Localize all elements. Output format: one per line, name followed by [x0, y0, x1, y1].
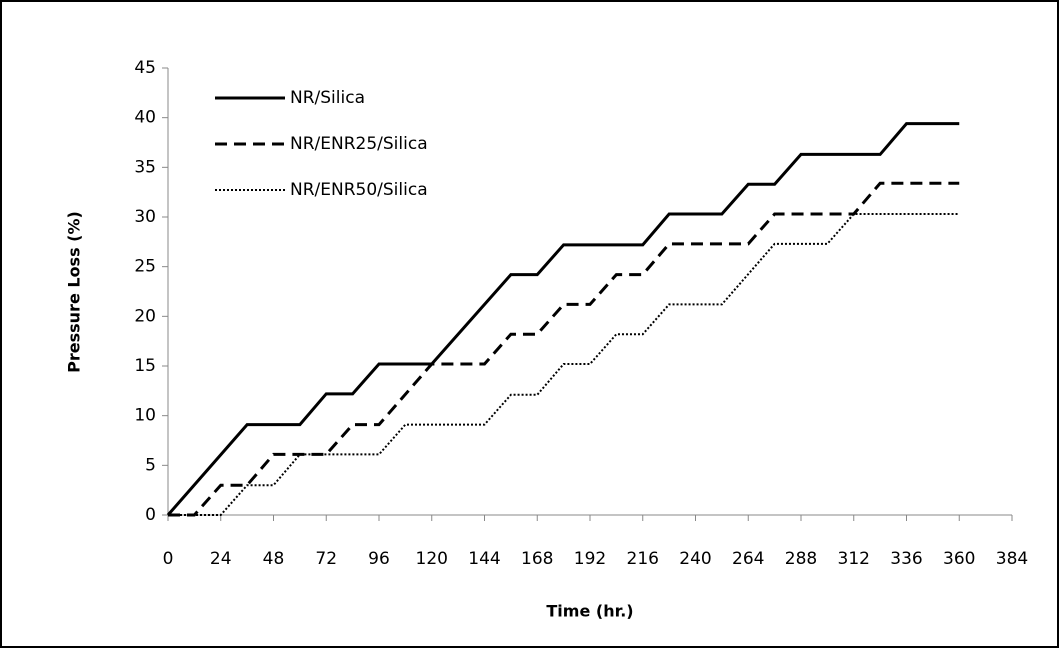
x-tick-label: 144	[468, 549, 500, 569]
legend-label: NR/ENR50/Silica	[290, 180, 428, 200]
x-tick-label: 48	[263, 549, 285, 569]
x-tick-label: 168	[521, 549, 553, 569]
x-tick-label: 0	[163, 549, 174, 569]
x-tick-label: 360	[943, 549, 975, 569]
y-tick-label: 5	[145, 455, 156, 475]
y-tick-label: 0	[145, 505, 156, 525]
x-tick-label: 312	[838, 549, 870, 569]
series-line	[168, 181, 960, 517]
x-tick-label: 264	[732, 549, 764, 569]
y-tick-label: 30	[134, 207, 156, 227]
x-tick-label: 240	[679, 549, 711, 569]
legend-label: NR/ENR25/Silica	[290, 134, 428, 154]
x-tick-label: 288	[785, 549, 817, 569]
y-tick-label: 15	[134, 356, 156, 376]
x-tick-label: 120	[416, 549, 448, 569]
y-tick-label: 40	[134, 108, 156, 128]
x-tick-label: 24	[210, 549, 232, 569]
y-tick-label: 20	[134, 306, 156, 326]
x-tick-label: 384	[996, 549, 1028, 569]
y-tick-label: 25	[134, 257, 156, 277]
x-axis-label: Time (hr.)	[546, 602, 633, 621]
x-tick-label: 192	[574, 549, 606, 569]
series-line	[166, 122, 960, 516]
series-line	[168, 213, 960, 516]
legend-label: NR/Silica	[290, 88, 365, 108]
x-tick-label: 336	[890, 549, 922, 569]
x-tick-label: 72	[315, 549, 337, 569]
y-tick-label: 35	[134, 157, 156, 177]
y-tick-label: 45	[134, 58, 156, 78]
y-tick-label: 10	[134, 406, 156, 426]
x-tick-label: 96	[368, 549, 390, 569]
x-tick-label: 216	[627, 549, 659, 569]
y-axis-label: Pressure Loss (%)	[65, 211, 84, 373]
